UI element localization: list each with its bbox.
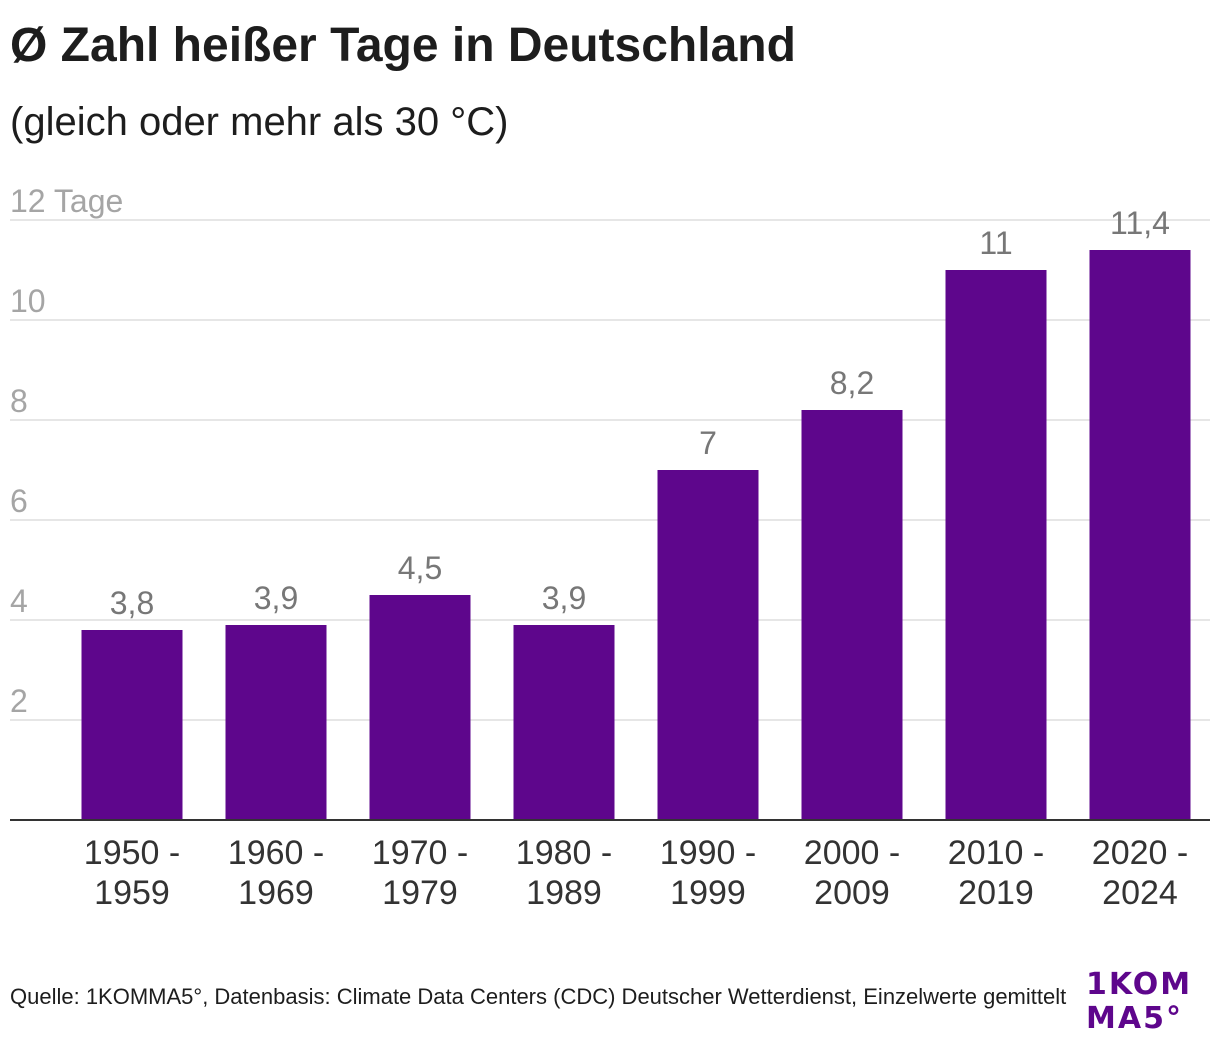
bar [945, 270, 1047, 820]
value-label: 4,5 [398, 550, 442, 586]
bar [513, 625, 615, 820]
x-tick-label: 1969 [238, 874, 314, 912]
source-note: Quelle: 1KOMMA5°, Datenbasis: Climate Da… [10, 984, 1067, 1009]
x-tick-label: 2024 [1102, 874, 1178, 912]
brand-logo: 1KOM MA5° [1086, 968, 1206, 1036]
x-axis-ticks: 1950 -1959 1960 -1969 1970 -1979 1980 -1989… [84, 834, 1188, 912]
bar [369, 595, 471, 820]
x-tick-label: 2020 - [1092, 834, 1188, 872]
value-labels: 3,8 3,9 4,5 3,9 7 8,2 11 11,4 [110, 205, 1170, 621]
bar [1089, 250, 1191, 820]
x-tick-label: 2010 - [948, 834, 1044, 872]
bar [657, 470, 759, 820]
bar-chart: 2 4 6 8 10 12 Tage 3,8 3,9 4,5 3,9 7 8,2 11 11,4 195… [10, 183, 1210, 912]
x-tick-label: 2019 [958, 874, 1034, 912]
y-tick-label: 2 [10, 683, 28, 719]
logo-line-2: MA5° [1086, 1001, 1183, 1036]
bars [81, 250, 1191, 820]
bar [801, 410, 903, 820]
x-tick-label: 1970 - [372, 834, 468, 872]
chart-title: Ø Zahl heißer Tage in Deutschland [10, 19, 796, 72]
value-label: 7 [699, 425, 717, 461]
x-tick-label: 1959 [94, 874, 170, 912]
y-tick-label: 4 [10, 583, 28, 619]
logo-line-1: 1KOM [1086, 967, 1193, 1002]
x-tick-label: 1999 [670, 874, 746, 912]
y-tick-label: 12 Tage [10, 183, 123, 219]
x-tick-label: 2000 - [804, 834, 900, 872]
x-tick-label: 1979 [382, 874, 458, 912]
value-label: 11 [979, 225, 1012, 261]
y-tick-label: 8 [10, 383, 28, 419]
chart-subtitle: (gleich oder mehr als 30 °C) [10, 100, 509, 144]
value-label: 3,9 [254, 580, 298, 616]
x-tick-label: 1990 - [660, 834, 756, 872]
bar [225, 625, 327, 820]
x-tick-label: 1980 - [516, 834, 612, 872]
x-tick-label: 2009 [814, 874, 890, 912]
y-axis-ticks: 2 4 6 8 10 12 Tage [10, 183, 123, 719]
x-tick-label: 1989 [526, 874, 602, 912]
value-label: 11,4 [1110, 205, 1170, 241]
y-tick-label: 6 [10, 483, 28, 519]
value-label: 3,9 [542, 580, 586, 616]
value-label: 3,8 [110, 585, 154, 621]
value-label: 8,2 [830, 365, 874, 401]
y-tick-label: 10 [10, 283, 46, 319]
x-tick-label: 1960 - [228, 834, 324, 872]
bar [81, 630, 183, 820]
x-tick-label: 1950 - [84, 834, 180, 872]
